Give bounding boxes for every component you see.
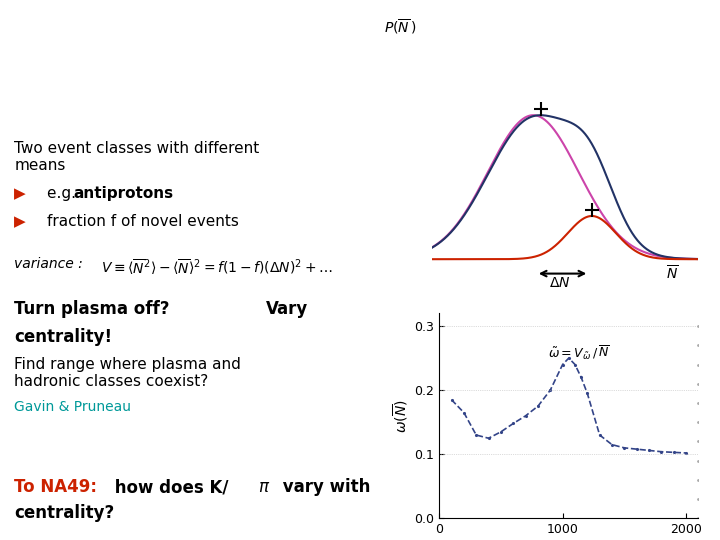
Text: e.g.: e.g. [47,186,81,201]
Text: $\tilde{\omega} = V_{\tilde{\omega}}\,/\,\overline{N}$: $\tilde{\omega} = V_{\tilde{\omega}}\,/\… [548,345,610,362]
Text: antiprotons: antiprotons [73,186,174,201]
Text: ▶: ▶ [14,186,26,201]
Text: variance :: variance : [14,257,83,271]
Text: centrality!: centrality! [14,328,112,346]
Text: To NA49:: To NA49: [14,478,97,496]
Text: Event Classes ⇒ Novel Fluctuations: Event Classes ⇒ Novel Fluctuations [133,26,587,49]
Text: fraction f of novel events: fraction f of novel events [47,214,238,230]
Text: Turn plasma off?: Turn plasma off? [14,300,170,318]
Text: $\pi$: $\pi$ [258,478,270,496]
Text: vary with: vary with [277,478,371,496]
Text: Vary: Vary [266,300,309,318]
Text: ▶: ▶ [14,214,26,230]
Text: how does K/: how does K/ [109,478,229,496]
Text: $V \equiv \langle \overline{N}^{2} \rangle - \langle \overline{N} \rangle^{2} = : $V \equiv \langle \overline{N}^{2} \rang… [101,257,333,277]
Text: centrality?: centrality? [14,504,114,522]
Text: $P(\overline{N}\,)$: $P(\overline{N}\,)$ [384,17,417,36]
Text: Find range where plasma and
hadronic classes coexist?: Find range where plasma and hadronic cla… [14,357,241,389]
Text: Gavin & Pruneau: Gavin & Pruneau [14,400,132,414]
Text: $\overline{N}$: $\overline{N}$ [667,264,679,282]
Text: Two event classes with different
means: Two event classes with different means [14,141,260,173]
Text: $\Delta N$: $\Delta N$ [549,275,571,289]
Y-axis label: $\omega(\overline{N})$: $\omega(\overline{N})$ [392,399,410,433]
